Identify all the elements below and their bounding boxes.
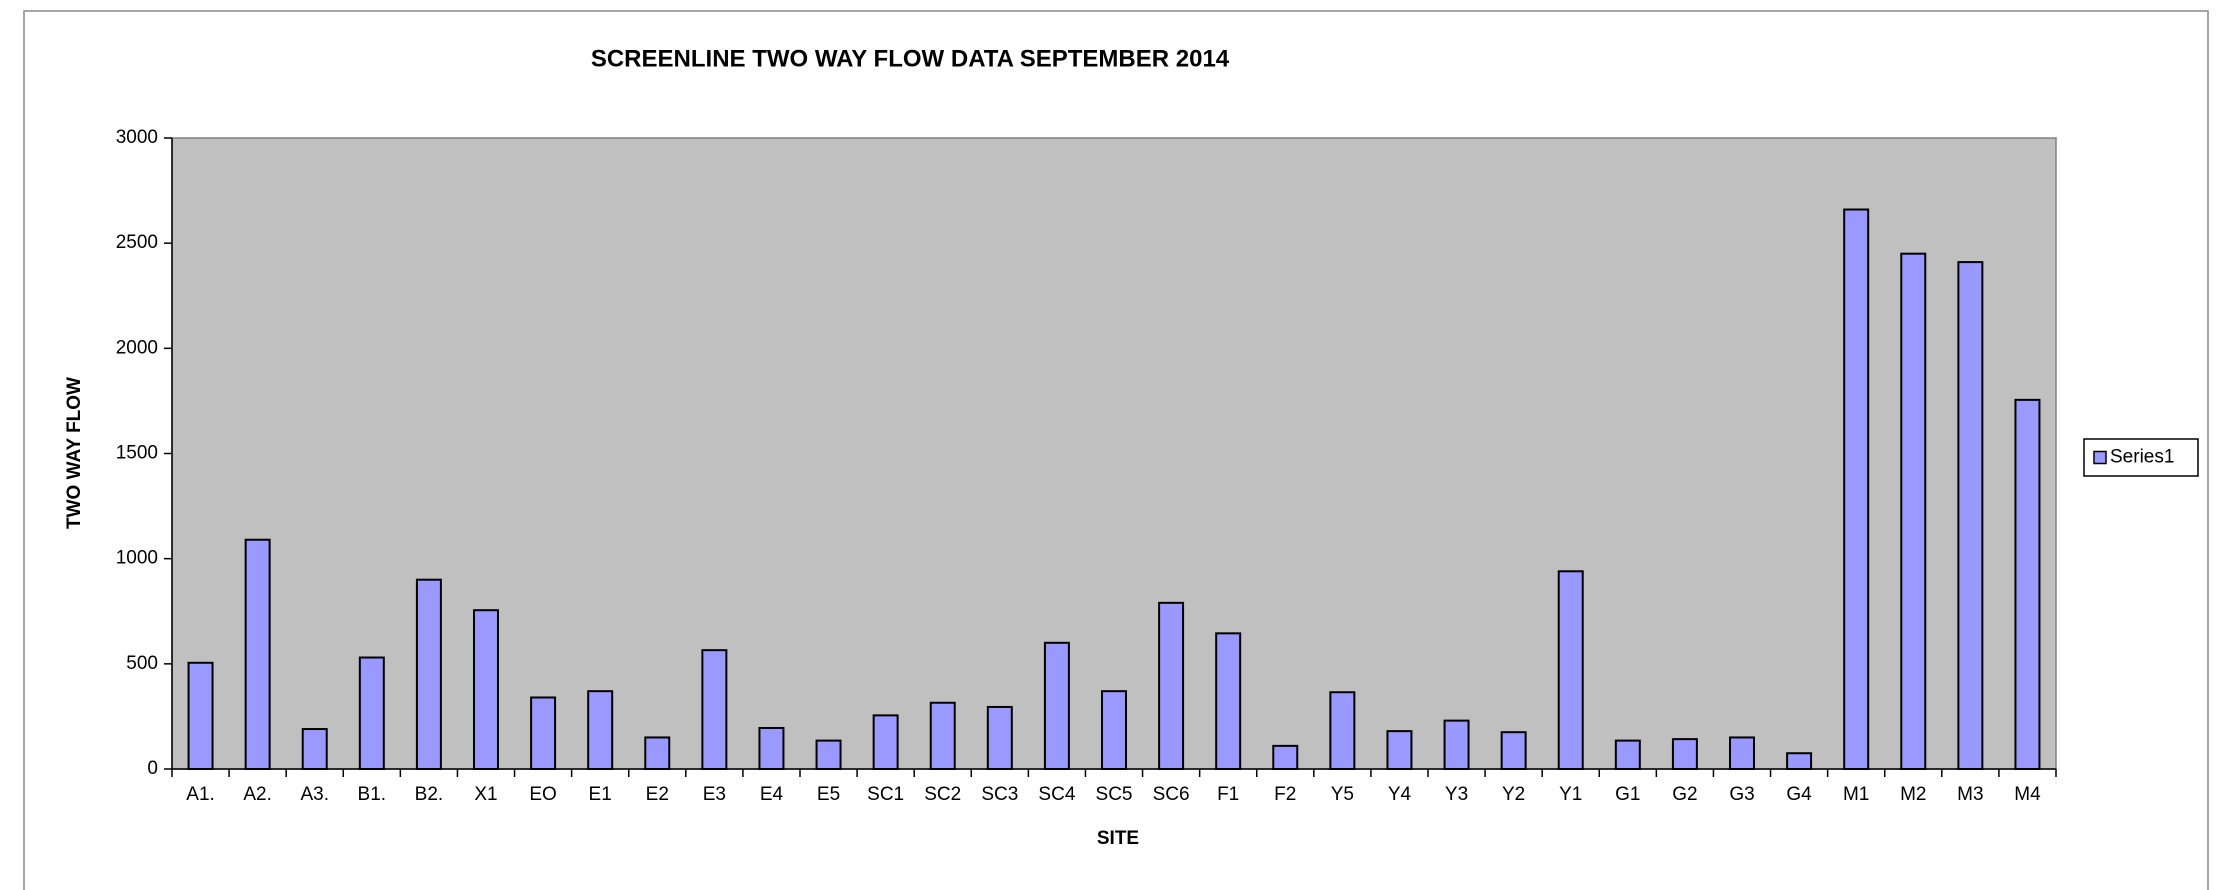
x-tick-label: SC2 (924, 784, 961, 805)
x-tick-label: M3 (1957, 784, 1983, 805)
bar (2014, 398, 2041, 770)
bar (644, 736, 671, 771)
x-tick-label: M2 (1900, 784, 1926, 805)
bar (1957, 261, 1984, 770)
x-tick-label: B1. (358, 784, 387, 805)
bar (1500, 731, 1527, 770)
x-tick-label: X1 (474, 784, 497, 805)
bar (1843, 208, 1870, 771)
bar (1614, 739, 1641, 770)
chart-title: SCREENLINE TWO WAY FLOW DATA SEPTEMBER 2… (591, 45, 1230, 72)
bar (244, 538, 271, 771)
y-tick-label: 2000 (116, 337, 158, 358)
x-tick-label: E5 (817, 784, 840, 805)
x-tick-label: F2 (1274, 784, 1296, 805)
x-tick-label: SC5 (1096, 784, 1133, 805)
x-tick-label: Y4 (1388, 784, 1412, 805)
x-tick-label: E1 (589, 784, 612, 805)
plot-area (171, 137, 2057, 770)
x-tick-label: F1 (1217, 784, 1239, 805)
bar (1386, 730, 1413, 771)
x-tick-label: A1. (186, 784, 215, 805)
bar (758, 726, 785, 770)
x-tick-label: Y3 (1445, 784, 1468, 805)
y-tick-label: 500 (126, 653, 158, 674)
x-tick-label: Y2 (1502, 784, 1525, 805)
x-tick-label: SC6 (1153, 784, 1190, 805)
bar (986, 705, 1013, 770)
bar (1900, 252, 1927, 770)
bar (473, 609, 499, 770)
bar (415, 578, 442, 771)
bar (1043, 641, 1070, 770)
x-tick-label: G1 (1615, 784, 1640, 805)
x-tick-label: G2 (1672, 784, 1697, 805)
x-tick-label: M4 (2014, 784, 2041, 805)
legend-swatch (2093, 450, 2107, 465)
x-tick-label: E2 (646, 784, 669, 805)
x-tick-label: B2. (415, 784, 444, 805)
x-tick-label: SC3 (981, 784, 1018, 805)
x-tick-label: A3. (300, 784, 329, 805)
bar (1329, 691, 1356, 770)
x-tick-label: SC1 (867, 784, 904, 805)
bar (1786, 752, 1813, 770)
bar (815, 739, 842, 770)
bar (1101, 690, 1127, 771)
x-tick-label: G3 (1729, 784, 1754, 805)
bar (1158, 601, 1185, 770)
bar (187, 661, 214, 771)
y-tick-label: 1000 (116, 548, 158, 569)
bar (1215, 632, 1242, 771)
bar (358, 656, 385, 770)
x-tick-label: Y5 (1331, 784, 1354, 805)
bar (587, 690, 614, 771)
bar (530, 696, 557, 771)
bar (301, 728, 328, 771)
x-tick-label: SC4 (1038, 784, 1075, 805)
bar (929, 701, 956, 770)
x-tick-label: E3 (703, 784, 726, 805)
bar (872, 714, 899, 770)
x-axis-label: SITE (1097, 828, 1139, 849)
legend-label: Series1 (2110, 447, 2174, 468)
bar (1557, 570, 1584, 771)
x-tick-label: E4 (760, 784, 784, 805)
bar (701, 649, 728, 771)
x-tick-label: M1 (1843, 784, 1869, 805)
y-tick-label: 2500 (116, 232, 158, 253)
bar (1729, 736, 1755, 771)
x-tick-label: G4 (1786, 784, 1812, 805)
x-tick-label: Y1 (1559, 784, 1582, 805)
y-tick-label: 1500 (116, 443, 158, 464)
bar (1443, 719, 1470, 771)
y-axis-label: TWO WAY FLOW (64, 377, 85, 529)
x-tick-label: A2. (243, 784, 272, 805)
y-tick-label: 3000 (116, 127, 158, 148)
x-tick-label: EO (529, 784, 556, 805)
y-tick-label: 0 (147, 758, 158, 779)
bar (1272, 744, 1299, 771)
bar (1671, 738, 1698, 771)
